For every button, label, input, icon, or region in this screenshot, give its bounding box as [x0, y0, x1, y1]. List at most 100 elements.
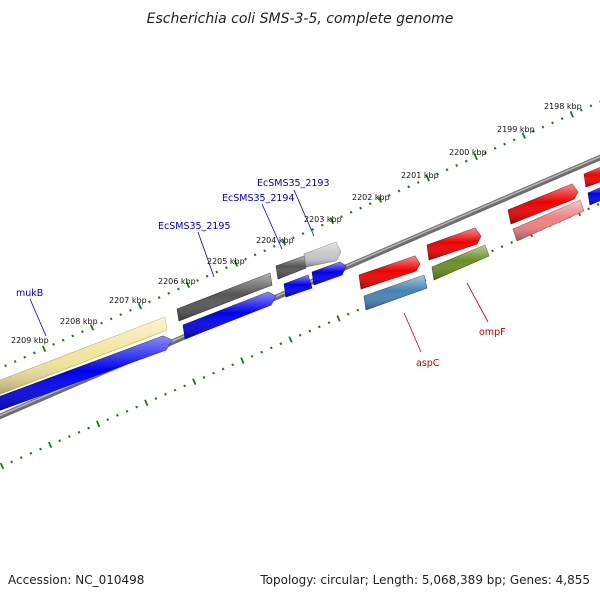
minor-tick [491, 249, 494, 253]
minor-tick [135, 405, 139, 409]
genome-summary-text: Topology: circular; Length: 5,068,389 bp… [260, 573, 590, 587]
feature-shade [284, 275, 312, 297]
tick-label-2203: 2203 kbp [304, 215, 342, 224]
minor-tick [455, 164, 459, 167]
minor-tick [19, 456, 23, 460]
tick-label-2208: 2208 kbp [60, 317, 98, 326]
minor-tick [503, 142, 507, 146]
minor-tick [29, 451, 33, 455]
minor-tick [80, 330, 84, 334]
minor-tick [484, 151, 487, 155]
inner-tick-ring [0, 203, 600, 470]
gene-label-ompF[interactable]: ompF [479, 327, 506, 338]
minor-tick [260, 350, 264, 354]
major-tick [377, 196, 383, 203]
major-tick [569, 111, 574, 118]
minor-tick [500, 245, 504, 249]
minor-tick [407, 185, 411, 189]
minor-tick [388, 193, 391, 197]
minor-tick [272, 244, 276, 248]
minor-tick [119, 313, 123, 317]
major-tick [185, 281, 191, 289]
minor-tick [32, 351, 36, 355]
gene-label-aspC[interactable]: aspC [416, 358, 440, 369]
feature-shade [584, 167, 600, 187]
minor-tick [301, 232, 305, 236]
minor-tick [167, 291, 171, 295]
major-tick [425, 174, 430, 182]
minor-tick [61, 338, 65, 342]
minor-tick [311, 227, 315, 231]
outer-tick-ring [4, 100, 600, 368]
minor-tick [52, 342, 55, 346]
minor-tick [109, 317, 113, 321]
minor-tick [445, 168, 449, 172]
feature-shade [359, 256, 420, 289]
gene-label-EcSMS35_2195[interactable]: EcSMS35_2195 [158, 221, 231, 232]
major-tick [137, 302, 143, 310]
minor-tick [128, 308, 132, 312]
minor-tick [77, 430, 81, 434]
minor-tick [23, 355, 27, 359]
tick-label-2205: 2205 kbp [207, 257, 245, 266]
minor-tick [349, 210, 353, 214]
tick-label-2201: 2201 kbp [401, 171, 439, 180]
minor-tick [587, 207, 590, 211]
minor-tick [173, 388, 177, 392]
feature-shade [513, 200, 584, 241]
minor-tick [231, 363, 235, 367]
minor-tick [551, 121, 554, 125]
minor-tick [269, 346, 273, 350]
minor-tick [320, 223, 324, 227]
minor-tick [493, 146, 497, 150]
minor-tick [589, 104, 593, 108]
minor-tick [263, 249, 267, 253]
minor-tick [356, 308, 360, 312]
minor-tick [512, 138, 516, 142]
gene-labels: mukB EcSMS35_2195 EcSMS35_2194 EcSMS35_2… [16, 178, 506, 369]
minor-tick [298, 333, 302, 337]
gene-label-EcSMS35_2194[interactable]: EcSMS35_2194 [222, 193, 295, 204]
major-tick [0, 462, 5, 470]
minor-tick [4, 364, 7, 368]
feature-shade [364, 275, 427, 310]
feature-shade [588, 187, 600, 205]
feature-shade [183, 292, 276, 339]
feature-shade [177, 273, 272, 321]
minor-tick [368, 202, 372, 206]
minor-tick [579, 108, 583, 112]
minor-tick [157, 296, 161, 299]
minor-tick [215, 270, 219, 274]
minor-tick [359, 206, 363, 210]
major-tick [144, 399, 149, 407]
minor-tick [183, 384, 187, 388]
minor-tick [244, 257, 247, 261]
major-tick [233, 260, 239, 267]
major-tick [192, 378, 197, 385]
map-title: Escherichia coli SMS-3-5, complete genom… [147, 11, 454, 27]
tick-label-2202: 2202 kbp [352, 193, 390, 202]
minor-tick [416, 181, 420, 184]
minor-tick [560, 117, 564, 121]
minor-tick [164, 392, 167, 396]
minor-tick [292, 236, 295, 240]
gene-label-EcSMS35_2193[interactable]: EcSMS35_2193 [257, 178, 330, 189]
tick-label-2198: 2198 kbp [544, 102, 582, 111]
minor-tick [212, 371, 215, 375]
minor-tick [202, 376, 206, 379]
major-tick [288, 336, 293, 343]
feature-shade [276, 256, 306, 279]
major-tick [521, 132, 526, 139]
minor-tick [100, 321, 103, 325]
feature-shade [312, 262, 346, 285]
minor-tick [596, 203, 600, 206]
major-tick [473, 153, 478, 161]
minor-tick [317, 325, 321, 329]
gene-label-mukB[interactable]: mukB [16, 288, 43, 299]
minor-tick [116, 414, 119, 417]
feature-shade [0, 317, 167, 395]
tick-label-2209: 2209 kbp [11, 336, 49, 345]
minor-tick [196, 279, 199, 282]
